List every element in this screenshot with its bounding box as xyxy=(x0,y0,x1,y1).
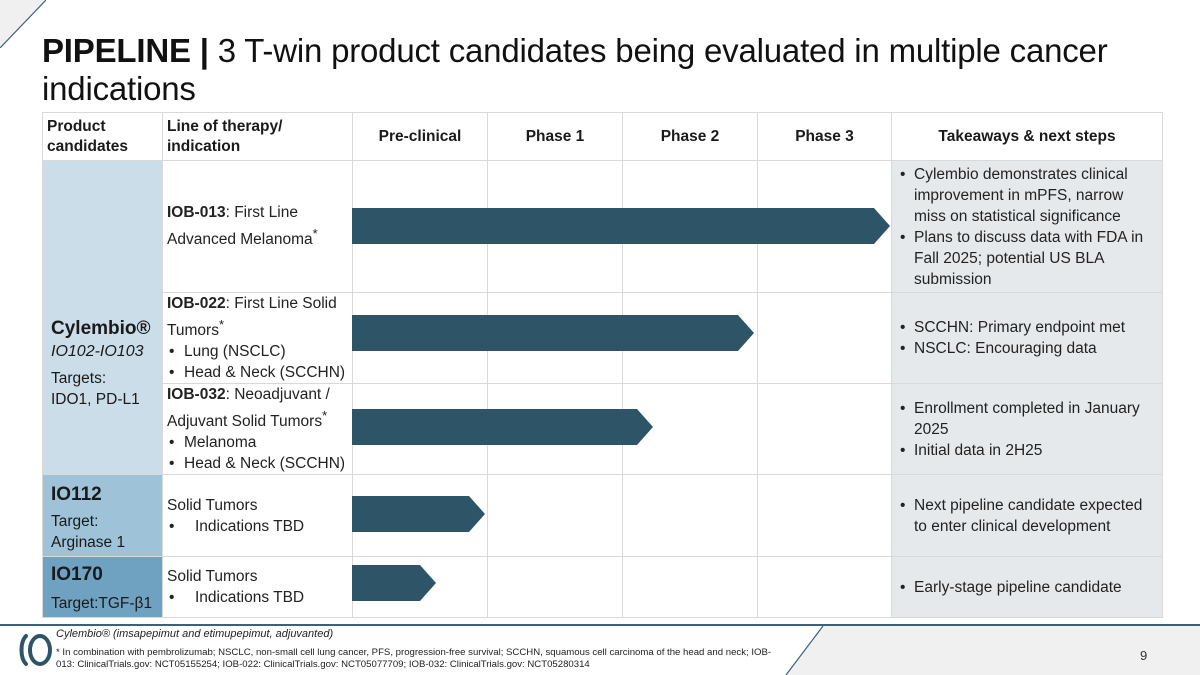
corner-decoration xyxy=(0,0,46,48)
indication-bullet: Melanoma xyxy=(167,432,348,453)
table-row: IOB-032: Neoadjuvant / Adjuvant Solid Tu… xyxy=(43,383,1163,476)
trial-code: IOB-032 xyxy=(167,386,226,404)
indication-text: Solid Tumors xyxy=(167,496,258,514)
progress-bar-iob-032 xyxy=(352,409,653,445)
table-row: IO112 Target: Arginase 1 Solid Tumors In… xyxy=(42,474,1163,558)
indication-text: : First Line Solid Tumors xyxy=(167,295,337,340)
phase-cell xyxy=(622,556,758,619)
phase-cell xyxy=(757,556,892,619)
product-name: Cylembio® xyxy=(51,318,151,340)
indication-bullet: Indications TBD xyxy=(167,516,348,537)
indication-text: : Neoadjuvant / Adjuvant Solid Tumors xyxy=(167,386,330,431)
progress-bar-io112 xyxy=(352,496,485,532)
takeaway-item: NSCLC: Encouraging data xyxy=(898,338,1156,359)
trial-code: IOB-013 xyxy=(167,204,226,222)
header-product: Product candidates xyxy=(42,112,163,161)
phase-cell xyxy=(487,556,623,619)
takeaway-cell: Early-stage pipeline candidate xyxy=(891,556,1163,619)
footer-divider xyxy=(0,624,1200,626)
abbreviations-footnote: * In combination with pembrolizumab; NSC… xyxy=(56,647,772,670)
indication-bullet: Indications TBD xyxy=(167,587,348,608)
footnote-marker: * xyxy=(322,408,328,424)
header-phase2: Phase 2 xyxy=(622,112,758,161)
takeaway-item: Initial data in 2H25 xyxy=(898,440,1156,461)
product-target-label: Target: xyxy=(51,512,99,530)
phase-cell xyxy=(622,474,758,558)
indication-bullet: Head & Neck (SCCHN) xyxy=(167,453,348,474)
indication-cell: IOB-022: First Line Solid Tumors* Lung (… xyxy=(162,291,353,385)
product-target-label: Targets: xyxy=(51,370,107,388)
header-phase1: Phase 1 xyxy=(487,112,623,161)
page-number: 9 xyxy=(1140,648,1148,663)
indication-cell: Solid Tumors Indications TBD xyxy=(162,474,353,558)
phase-cell xyxy=(757,383,892,476)
product-footnote: Cylembio® (imsapepimut and etimupepimut,… xyxy=(56,628,334,640)
product-cell-cylembio: Cylembio® IO102-IO103 Targets: IDO1, PD-… xyxy=(42,159,163,476)
footer-band xyxy=(785,626,1200,675)
takeaway-item: Early-stage pipeline candidate xyxy=(898,577,1156,598)
progress-bar-iob-013 xyxy=(352,208,890,244)
header-indication: Line of therapy/ indication xyxy=(162,112,353,161)
company-logo-icon xyxy=(19,634,52,666)
header-takeaways: Takeaways & next steps xyxy=(891,112,1163,161)
indication-cell: Solid Tumors Indications TBD xyxy=(162,556,353,619)
product-cell-io112: IO112 Target: Arginase 1 xyxy=(42,474,163,558)
takeaway-cell: Cylembio demonstrates clinical improveme… xyxy=(891,160,1163,293)
footnote-marker: * xyxy=(312,226,318,242)
indication-bullet: Lung (NSCLC) xyxy=(167,341,348,362)
takeaway-cell: SCCHN: Primary endpoint met NSCLC: Encou… xyxy=(891,291,1163,385)
pipeline-table: Product candidates Line of therapy/ indi… xyxy=(42,112,1163,619)
indication-text: Solid Tumors xyxy=(167,568,258,586)
takeaway-item: Plans to discuss data with FDA in Fall 2… xyxy=(898,227,1156,290)
takeaway-item: Cylembio demonstrates clinical improveme… xyxy=(898,164,1156,227)
takeaway-item: Next pipeline candidate expected to ente… xyxy=(898,495,1156,537)
header-row: Product candidates Line of therapy/ indi… xyxy=(42,112,1163,161)
indication-text: : First Line Advanced Melanoma xyxy=(167,204,313,249)
indication-cell: IOB-013: First Line Advanced Melanoma* xyxy=(162,160,353,293)
product-name: IO112 xyxy=(51,483,102,505)
phase-cell xyxy=(487,474,623,558)
takeaway-cell: Next pipeline candidate expected to ente… xyxy=(891,474,1163,558)
product-subtitle: IO102-IO103 xyxy=(51,343,144,361)
takeaway-item: SCCHN: Primary endpoint met xyxy=(898,317,1156,338)
progress-bar-iob-022 xyxy=(352,315,754,351)
product-target-value: IDO1, PD-L1 xyxy=(51,391,140,409)
product-cell-io170: IO170 Target:TGF-β1 xyxy=(42,556,163,619)
takeaway-item: Enrollment completed in January 2025 xyxy=(898,398,1156,440)
header-preclinical: Pre-clinical xyxy=(352,112,488,161)
indication-bullet: Head & Neck (SCCHN) xyxy=(167,362,348,383)
product-name: IO170 xyxy=(51,564,103,586)
trial-code: IOB-022 xyxy=(167,295,226,312)
phase-cell xyxy=(757,474,892,558)
table-row: IO170 Target:TGF-β1 Solid Tumors Indicat… xyxy=(42,556,1163,619)
product-target-value: Arginase 1 xyxy=(51,533,126,551)
title-text: 3 T-win product candidates being evaluat… xyxy=(42,32,1108,107)
product-target-label: Target:TGF-β1 xyxy=(51,595,153,613)
table-row: IOB-022: First Line Solid Tumors* Lung (… xyxy=(43,291,1163,385)
indication-cell: IOB-032: Neoadjuvant / Adjuvant Solid Tu… xyxy=(162,383,353,476)
phase-cell xyxy=(757,291,892,385)
slide-title: PIPELINE | 3 T-win product candidates be… xyxy=(42,32,1162,108)
footnote-marker: * xyxy=(218,317,224,332)
title-prefix: PIPELINE | xyxy=(42,32,209,69)
progress-bar-io170 xyxy=(352,565,436,601)
takeaway-cell: Enrollment completed in January 2025 Ini… xyxy=(891,383,1163,476)
header-phase3: Phase 3 xyxy=(757,112,892,161)
